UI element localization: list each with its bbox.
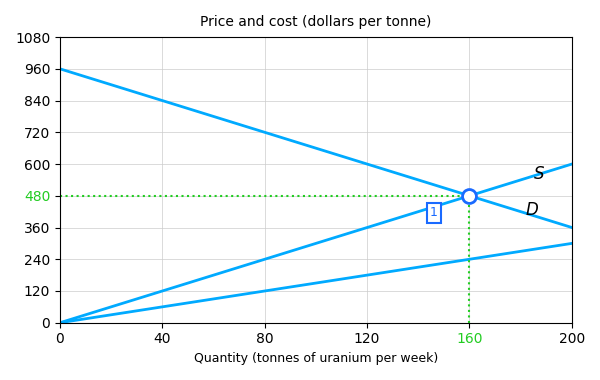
X-axis label: Quantity (tonnes of uranium per week): Quantity (tonnes of uranium per week): [194, 352, 438, 365]
Text: 1: 1: [430, 206, 437, 220]
Text: S: S: [533, 165, 544, 183]
Text: D: D: [526, 201, 539, 219]
Title: Price and cost (dollars per tonne): Price and cost (dollars per tonne): [200, 15, 431, 29]
